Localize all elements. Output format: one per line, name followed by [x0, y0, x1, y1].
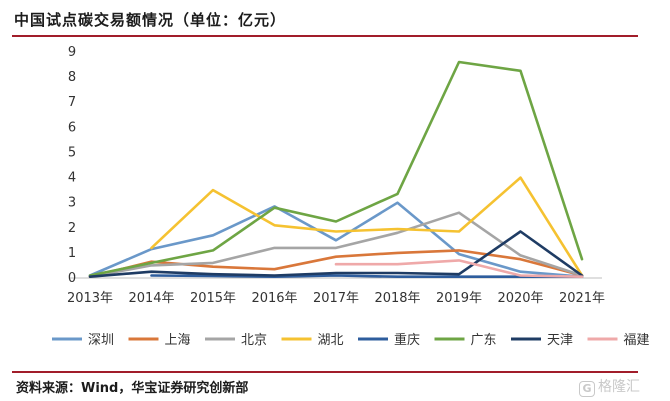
- y-tick-label: 0: [68, 271, 76, 286]
- y-tick-label: 2: [68, 221, 76, 236]
- legend-label: 重庆: [394, 332, 420, 348]
- top-rule: [12, 35, 638, 37]
- line-chart: 0 1 2 3 4 5 6 7 8 9 2013年 2014年 2015年 2016年 2017年 2018年…: [52, 45, 650, 348]
- watermark: G 格隆汇: [579, 376, 640, 397]
- y-tick-label: 9: [68, 45, 76, 60]
- x-tick-label: 2018年: [374, 291, 420, 306]
- chart-title: 中国试点碳交易额情况（单位：亿元）: [14, 11, 287, 29]
- x-tick-label: 2016年: [251, 291, 297, 306]
- y-tick-label: 4: [68, 171, 76, 186]
- source-note: 资料来源：Wind，华宝证券研究创新部: [16, 381, 249, 396]
- legend-label: 湖北: [318, 333, 344, 348]
- x-tick-label: 2020年: [497, 291, 543, 306]
- series-line: [334, 259, 584, 278]
- bottom-rule: [12, 371, 638, 373]
- series-line: [150, 176, 584, 277]
- legend-label: 北京: [241, 333, 267, 348]
- series-line: [88, 60, 584, 277]
- y-tick-label: 8: [68, 70, 76, 85]
- y-tick-label: 1: [68, 246, 76, 261]
- watermark-text: 格隆汇: [598, 379, 640, 395]
- y-tick-label: 6: [68, 120, 76, 135]
- legend-label: 福建: [624, 333, 650, 348]
- x-tick-label: 2015年: [190, 291, 236, 306]
- x-tick-label: 2014年: [128, 291, 174, 306]
- legend-label: 上海: [165, 333, 191, 348]
- legend-label: 深圳: [88, 333, 114, 348]
- series-line: [88, 201, 584, 278]
- watermark-logo-icon: G: [579, 381, 595, 397]
- series-line: [88, 211, 584, 278]
- series-line: [88, 230, 584, 278]
- legend-label: 天津: [547, 333, 573, 348]
- x-tick-label: 2021年: [559, 291, 605, 306]
- x-tick-label: 2019年: [436, 291, 482, 306]
- y-tick-label: 3: [68, 196, 76, 211]
- legend-label: 广东: [471, 333, 497, 348]
- series-line: [150, 274, 584, 278]
- x-tick-label: 2017年: [313, 291, 359, 306]
- y-tick-label: 7: [68, 95, 76, 110]
- x-tick-label: 2013年: [67, 291, 113, 306]
- y-tick-label: 5: [68, 145, 76, 160]
